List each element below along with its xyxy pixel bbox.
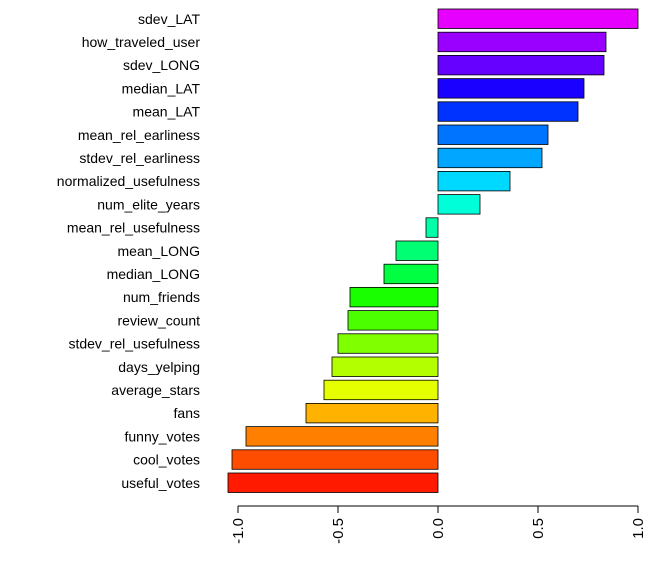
category-label: sdev_LAT xyxy=(138,11,200,27)
bar-median-LONG xyxy=(383,263,439,285)
category-label: fans xyxy=(174,405,200,421)
bar-sdev-LONG xyxy=(437,55,605,76)
category-label: days_yelping xyxy=(118,359,200,375)
category-label: num_elite_years xyxy=(97,196,200,212)
bar-useful-votes xyxy=(227,472,439,493)
category-label: sdev_LONG xyxy=(123,57,200,73)
x-tick-label: 0.5 xyxy=(530,518,547,539)
bar-stdev-rel-earliness xyxy=(437,147,543,169)
x-tick-label: 1.0 xyxy=(630,518,647,539)
category-label: mean_LAT xyxy=(133,104,201,120)
category-label: mean_rel_usefulness xyxy=(67,220,200,236)
category-label: stdev_rel_earliness xyxy=(79,150,200,166)
category-label: normalized_usefulness xyxy=(57,173,200,189)
bar-normalized-usefulness xyxy=(437,170,511,192)
category-label: useful_votes xyxy=(121,475,200,491)
category-label: median_LAT xyxy=(122,80,201,96)
bar-cool-votes xyxy=(231,449,439,470)
bar-fans xyxy=(305,402,439,424)
category-label: num_friends xyxy=(123,289,200,305)
category-label: funny_votes xyxy=(125,428,201,444)
bar-sdev-LAT xyxy=(437,8,639,29)
bar-mean-rel-earliness xyxy=(437,124,549,145)
bar-mean-rel-usefulness xyxy=(425,217,439,238)
category-label: mean_LONG xyxy=(118,243,200,259)
x-axis: -1.0 -0.5 0.0 0.5 1.0 xyxy=(230,505,647,544)
bar-mean-LAT xyxy=(437,101,579,122)
bar-num-friends xyxy=(349,286,439,308)
category-label: how_traveled_user xyxy=(82,34,201,50)
bar-mean-LONG xyxy=(395,240,439,261)
x-tick-label: -1.0 xyxy=(230,518,247,544)
bar-average-stars xyxy=(323,379,439,401)
bar-days-yelping xyxy=(331,356,439,377)
bar-how-traveled-user xyxy=(437,31,607,53)
category-label: review_count xyxy=(118,312,201,328)
x-tick-label: 0.0 xyxy=(430,518,447,539)
bar-funny-votes xyxy=(245,426,439,447)
bar-stdev-rel-usefulness xyxy=(337,333,439,354)
category-label: average_stars xyxy=(111,382,200,398)
category-label: cool_votes xyxy=(133,452,200,468)
bar-review-count xyxy=(347,310,439,331)
bar-num-elite-years xyxy=(437,194,481,215)
category-labels: sdev_LAT how_traveled_user sdev_LONGmedian… xyxy=(57,11,201,491)
category-label: mean_rel_earliness xyxy=(78,127,200,143)
category-label: stdev_rel_usefulness xyxy=(68,336,200,352)
category-label: median_LONG xyxy=(107,266,200,282)
x-tick-label: -0.5 xyxy=(330,518,347,544)
bars-group xyxy=(227,8,639,493)
bar-median-LAT xyxy=(437,78,585,99)
